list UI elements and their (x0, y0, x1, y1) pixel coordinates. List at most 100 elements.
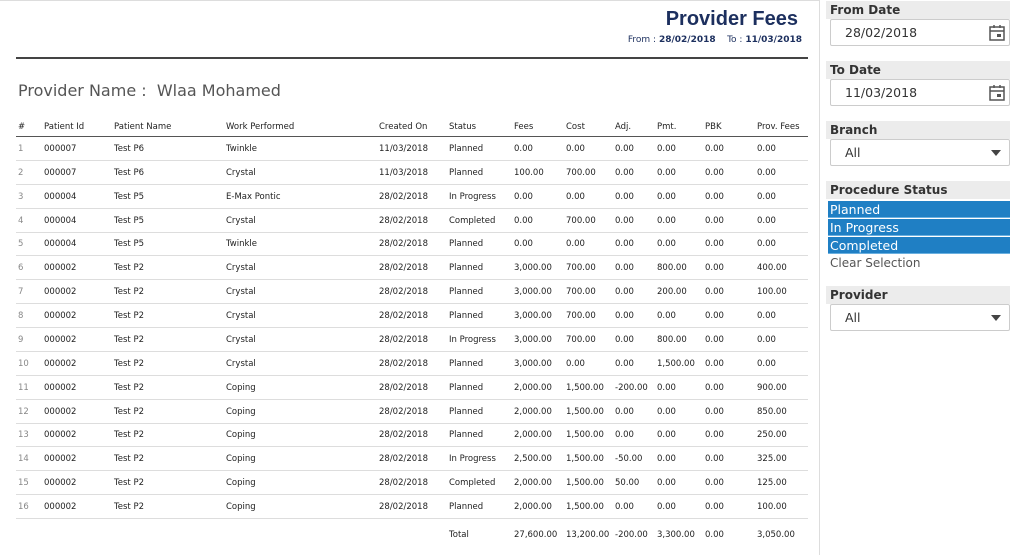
table-cell: 11/03/2018 (379, 143, 428, 155)
table-cell: 0.00 (615, 262, 634, 274)
table-cell: 0.00 (757, 238, 776, 250)
table-cell: In Progress (449, 334, 496, 346)
column-header: Cost (566, 121, 585, 133)
table-cell: 0.00 (657, 477, 676, 489)
table-cell: 800.00 (657, 262, 687, 274)
table-cell: Test P2 (114, 429, 144, 441)
column-header: Pmt. (657, 121, 676, 133)
column-header: Patient Id (44, 121, 84, 133)
table-cell: 000007 (44, 167, 76, 179)
table-cell: Crystal (226, 334, 256, 346)
clear-selection[interactable]: Clear Selection (830, 256, 921, 270)
to-value: 11/03/2018 (745, 35, 802, 45)
table-cell: 28/02/2018 (379, 215, 428, 227)
table-cell: 0.00 (705, 501, 724, 513)
calendar-icon[interactable] (988, 84, 1006, 102)
table-cell: 1,500.00 (566, 429, 604, 441)
table-cell: 0.00 (657, 191, 676, 203)
table-cell: 000002 (44, 382, 76, 394)
to-date-input[interactable]: 11/03/2018 (830, 79, 1010, 106)
table-cell: E-Max Pontic (226, 191, 281, 203)
table-cell: Test P2 (114, 477, 144, 489)
table-cell: 2,500.00 (514, 453, 552, 465)
table-cell: 28/02/2018 (379, 310, 428, 322)
table-cell: Planned (449, 406, 483, 418)
from-date-input[interactable]: 28/02/2018 (830, 19, 1010, 46)
table-cell: 0.00 (615, 143, 634, 155)
status-option[interactable]: Completed (828, 237, 1010, 254)
status-label: Procedure Status (826, 181, 1010, 199)
date-range: From : 28/02/2018 To : 11/03/2018 (628, 35, 802, 45)
table-cell: 0.00 (705, 310, 724, 322)
table-cell: Planned (449, 167, 483, 179)
table-cell: 000002 (44, 429, 76, 441)
table-cell: 2,000.00 (514, 406, 552, 418)
table-cell: 0.00 (615, 429, 634, 441)
table-cell: Test P2 (114, 501, 144, 513)
table-cell: 400.00 (757, 262, 787, 274)
table-cell: 1,500.00 (566, 382, 604, 394)
table-cell: Twinkle (226, 238, 257, 250)
table-cell: 0.00 (514, 215, 533, 227)
table-cell: 10 (18, 358, 29, 370)
dropdown-arrow[interactable] (990, 148, 1002, 158)
header-rule (16, 136, 808, 137)
row-rule (16, 303, 808, 304)
table-cell: 0.00 (705, 477, 724, 489)
table-cell: 28/02/2018 (379, 382, 428, 394)
table-cell: Completed (449, 477, 495, 489)
table-cell: Test P5 (114, 191, 144, 203)
status-option[interactable]: Planned (828, 201, 1010, 218)
from-label: From : (628, 35, 656, 45)
table-cell: Coping (226, 477, 256, 489)
table-cell: 0.00 (705, 453, 724, 465)
table-cell: 3,000.00 (514, 334, 552, 346)
table-cell: 0.00 (514, 238, 533, 250)
table-cell: 12 (18, 406, 29, 418)
row-rule (16, 327, 808, 328)
table-cell: Crystal (226, 262, 256, 274)
table-cell: Completed (449, 215, 495, 227)
table-cell: Planned (449, 382, 483, 394)
table-cell: 900.00 (757, 382, 787, 394)
table-cell: Test P2 (114, 358, 144, 370)
table-cell: 800.00 (657, 334, 687, 346)
table-cell: 1,500.00 (566, 406, 604, 418)
table-cell: 11 (18, 382, 29, 394)
provider-select[interactable]: All (830, 304, 1010, 331)
report-title: Provider Fees (666, 8, 798, 31)
table-cell: 2 (18, 167, 23, 179)
table-cell: 700.00 (566, 286, 596, 298)
table-cell: 1,500.00 (566, 477, 604, 489)
provider-name: Wlaa Mohamed (157, 81, 281, 100)
row-rule (16, 184, 808, 185)
row-rule (16, 232, 808, 233)
table-cell: 5 (18, 238, 23, 250)
row-rule (16, 399, 808, 400)
column-header: Prov. Fees (757, 121, 800, 133)
calendar-icon[interactable] (988, 24, 1006, 42)
table-cell: 0.00 (757, 167, 776, 179)
provider-filter-label: Provider (826, 286, 1010, 304)
table-cell: 0.00 (615, 238, 634, 250)
table-cell: Coping (226, 501, 256, 513)
status-option[interactable]: In Progress (828, 219, 1010, 236)
branch-label: Branch (826, 121, 1010, 139)
table-cell: 28/02/2018 (379, 238, 428, 250)
total-cell: 27,600.00 (514, 529, 557, 541)
table-cell: 000004 (44, 238, 76, 250)
table-cell: Planned (449, 286, 483, 298)
from-date-value: 28/02/2018 (845, 25, 917, 40)
row-rule (16, 255, 808, 256)
table-cell: 0.00 (657, 310, 676, 322)
to-date-value: 11/03/2018 (845, 85, 917, 100)
table-cell: 28/02/2018 (379, 501, 428, 513)
row-rule (16, 494, 808, 495)
branch-select[interactable]: All (830, 139, 1010, 166)
dropdown-arrow[interactable] (990, 313, 1002, 323)
table-cell: 0.00 (657, 238, 676, 250)
table-cell: 0.00 (705, 215, 724, 227)
header-rule (16, 57, 808, 59)
table-cell: Test P6 (114, 167, 144, 179)
